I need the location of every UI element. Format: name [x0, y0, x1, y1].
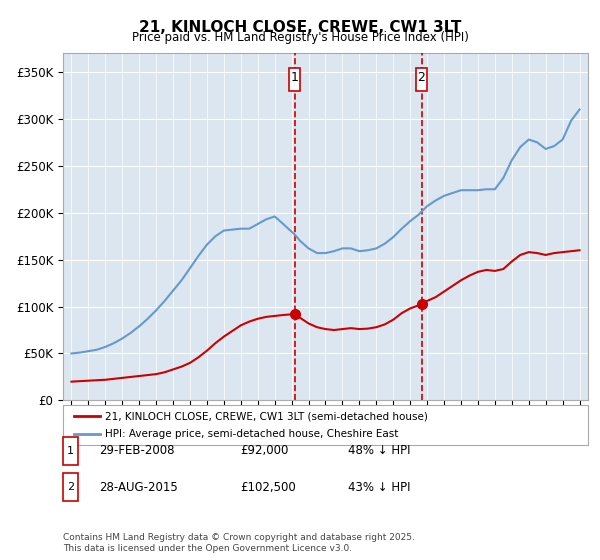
- Text: 21, KINLOCH CLOSE, CREWE, CW1 3LT: 21, KINLOCH CLOSE, CREWE, CW1 3LT: [139, 20, 461, 35]
- Text: 21, KINLOCH CLOSE, CREWE, CW1 3LT (semi-detached house): 21, KINLOCH CLOSE, CREWE, CW1 3LT (semi-…: [105, 411, 428, 421]
- Text: 2: 2: [418, 71, 425, 84]
- Text: HPI: Average price, semi-detached house, Cheshire East: HPI: Average price, semi-detached house,…: [105, 429, 398, 439]
- Text: 2: 2: [67, 482, 74, 492]
- FancyBboxPatch shape: [63, 405, 588, 445]
- Text: 28-AUG-2015: 28-AUG-2015: [99, 480, 178, 494]
- Text: Price paid vs. HM Land Registry's House Price Index (HPI): Price paid vs. HM Land Registry's House …: [131, 31, 469, 44]
- Text: 1: 1: [290, 71, 298, 84]
- Text: £102,500: £102,500: [240, 480, 296, 494]
- FancyBboxPatch shape: [416, 68, 427, 91]
- Text: £92,000: £92,000: [240, 444, 289, 458]
- Text: 1: 1: [67, 446, 74, 456]
- FancyBboxPatch shape: [289, 68, 299, 91]
- Text: 29-FEB-2008: 29-FEB-2008: [99, 444, 175, 458]
- Text: 43% ↓ HPI: 43% ↓ HPI: [348, 480, 410, 494]
- Text: 48% ↓ HPI: 48% ↓ HPI: [348, 444, 410, 458]
- Text: Contains HM Land Registry data © Crown copyright and database right 2025.
This d: Contains HM Land Registry data © Crown c…: [63, 533, 415, 553]
